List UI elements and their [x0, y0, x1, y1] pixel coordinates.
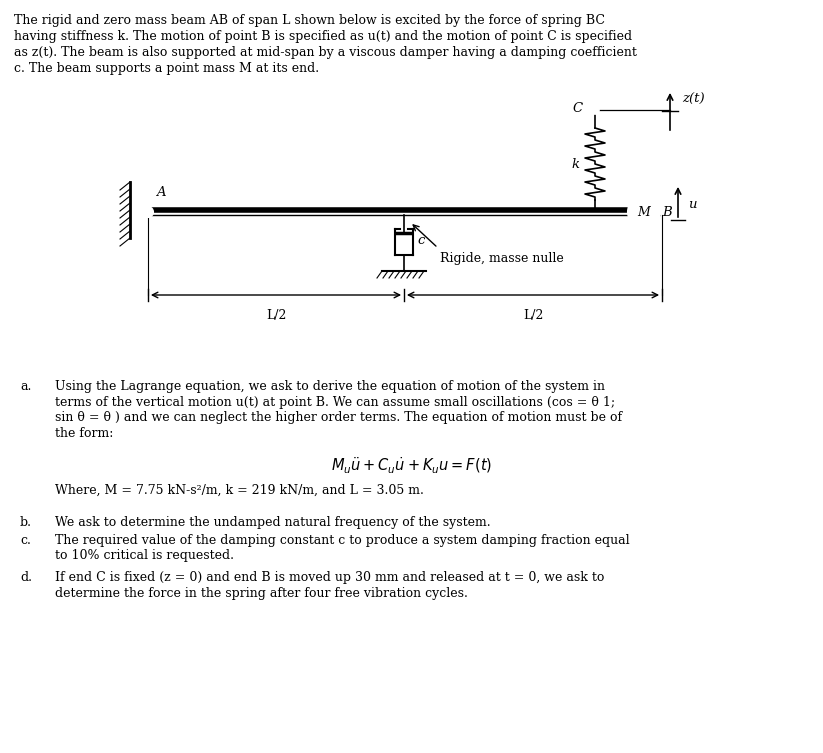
Text: z(t): z(t) — [682, 93, 704, 105]
Text: c.: c. — [20, 534, 31, 547]
Text: The required value of the damping constant c to produce a system damping fractio: The required value of the damping consta… — [55, 534, 630, 547]
Text: terms of the vertical motion u(t) at point B. We can assume small oscillations (: terms of the vertical motion u(t) at poi… — [55, 395, 615, 408]
Text: d.: d. — [20, 571, 32, 584]
Text: k: k — [571, 157, 579, 170]
Text: Where, M = 7.75 kN-s²/m, k = 219 kN/m, and L = 3.05 m.: Where, M = 7.75 kN-s²/m, k = 219 kN/m, a… — [55, 484, 424, 497]
Text: a.: a. — [20, 380, 31, 393]
Text: determine the force in the spring after four free vibration cycles.: determine the force in the spring after … — [55, 587, 467, 599]
Circle shape — [628, 196, 660, 228]
Text: B: B — [662, 206, 672, 218]
Text: c: c — [417, 233, 425, 246]
Text: b.: b. — [20, 516, 32, 529]
Text: c. The beam supports a point mass M at its end.: c. The beam supports a point mass M at i… — [14, 62, 319, 75]
Text: having stiffness k. The motion of point B is specified as u(t) and the motion of: having stiffness k. The motion of point … — [14, 30, 632, 43]
Text: L/2: L/2 — [266, 309, 286, 322]
Text: the form:: the form: — [55, 426, 114, 440]
Text: A: A — [156, 185, 165, 199]
Text: We ask to determine the undamped natural frequency of the system.: We ask to determine the undamped natural… — [55, 516, 491, 529]
Text: The rigid and zero mass beam AB of span L shown below is excited by the force of: The rigid and zero mass beam AB of span … — [14, 14, 605, 27]
Text: M: M — [638, 206, 650, 218]
Text: u: u — [688, 197, 696, 211]
Circle shape — [591, 106, 599, 114]
Text: Using the Lagrange equation, we ask to derive the equation of motion of the syst: Using the Lagrange equation, we ask to d… — [55, 380, 605, 393]
Text: Rigide, masse nulle: Rigide, masse nulle — [440, 252, 564, 264]
Text: to 10% critical is requested.: to 10% critical is requested. — [55, 550, 234, 562]
Text: $M_u\ddot{u}+ C_u\dot{u} + K_uu = F(t)$: $M_u\ddot{u}+ C_u\dot{u} + K_uu = F(t)$ — [332, 456, 493, 476]
Text: If end C is fixed (z = 0) and end B is moved up 30 mm and released at t = 0, we : If end C is fixed (z = 0) and end B is m… — [55, 571, 604, 584]
Text: sin θ = θ ) and we can neglect the higher order terms. The equation of motion mu: sin θ = θ ) and we can neglect the highe… — [55, 411, 622, 424]
Text: as z(t). The beam is also supported at mid-span by a viscous damper having a dam: as z(t). The beam is also supported at m… — [14, 46, 637, 59]
Circle shape — [143, 207, 153, 217]
Text: C: C — [573, 102, 583, 114]
Text: L/2: L/2 — [523, 309, 543, 322]
